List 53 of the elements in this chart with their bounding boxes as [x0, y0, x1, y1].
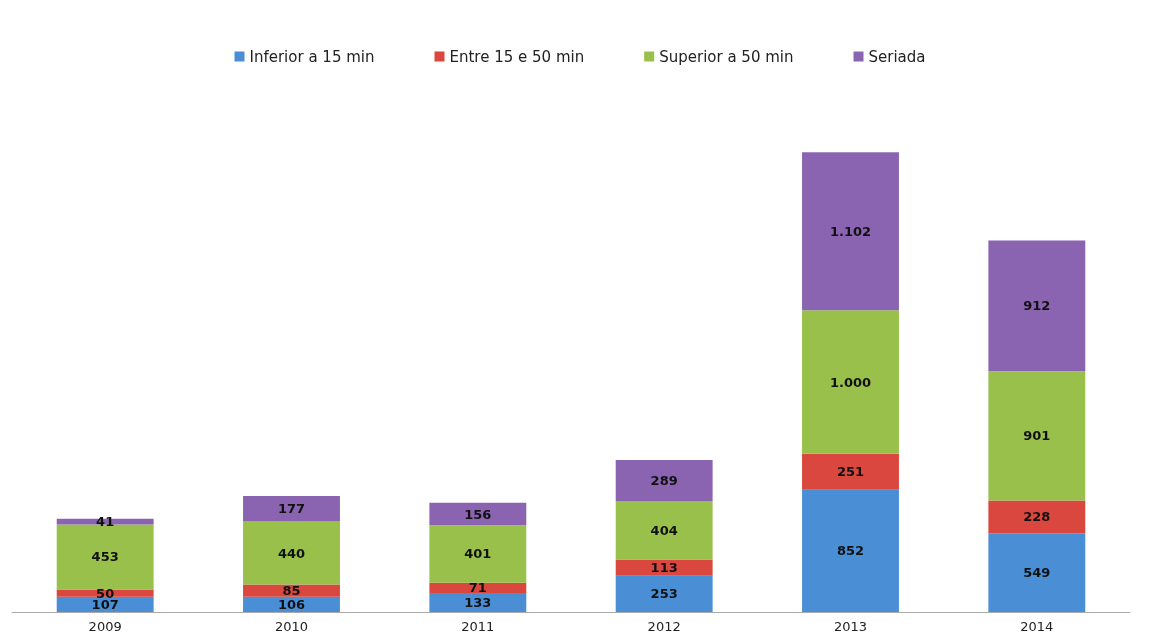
bar: [802, 152, 899, 311]
bar: [615, 575, 713, 612]
data-label: 228: [1023, 509, 1051, 525]
data-label: 912: [1023, 298, 1051, 314]
data-label: 177: [277, 501, 306, 517]
legend-label: Seriada: [868, 47, 926, 66]
data-label: 404: [650, 523, 678, 539]
data-label: 1.000: [829, 374, 872, 390]
data-label: 71: [468, 580, 487, 596]
legend-label: Inferior a 15 min: [249, 47, 375, 66]
x-tick-label: 2014: [1020, 619, 1054, 634]
x-tick-label: 2011: [461, 619, 495, 634]
bar: [56, 589, 154, 597]
bar: [802, 453, 899, 490]
data-label: 1.102: [829, 223, 872, 239]
bar: [988, 500, 1086, 534]
data-label: 85: [282, 583, 301, 599]
data-label: 106: [277, 596, 306, 612]
bar: [56, 518, 154, 525]
bar: [243, 521, 340, 585]
data-label: 253: [650, 586, 678, 602]
data-label: 156: [464, 506, 492, 522]
x-tick-label: 2010: [274, 619, 309, 634]
bar: [243, 496, 340, 522]
bar: [429, 582, 527, 593]
data-label: 133: [464, 594, 492, 610]
bar: [988, 371, 1086, 501]
data-label: 289: [650, 473, 678, 489]
bar: [988, 240, 1086, 372]
data-label: 852: [836, 543, 865, 559]
data-label: 549: [1023, 565, 1051, 581]
bar: [615, 460, 713, 502]
data-label: 901: [1023, 428, 1051, 444]
x-tick-label: 2012: [647, 619, 681, 634]
data-label: 440: [277, 545, 306, 561]
legend-label: Entre 15 e 50 min: [449, 47, 585, 66]
x-tick-label: 2009: [88, 619, 122, 634]
bar: [802, 310, 899, 454]
data-label: 50: [96, 585, 115, 601]
bar: [988, 533, 1086, 612]
bar: [429, 592, 527, 612]
legend-label: Superior a 50 min: [659, 47, 794, 66]
bar: [429, 502, 527, 526]
data-label: 401: [464, 546, 492, 562]
bar: [429, 525, 527, 583]
x-tick-label: 2013: [833, 619, 868, 634]
data-label: 251: [836, 464, 865, 480]
bar: [615, 559, 713, 576]
data-label: 453: [91, 549, 119, 565]
bar: [615, 501, 713, 560]
data-label: 113: [650, 560, 678, 576]
bar: [802, 489, 899, 612]
bar: [56, 524, 154, 590]
